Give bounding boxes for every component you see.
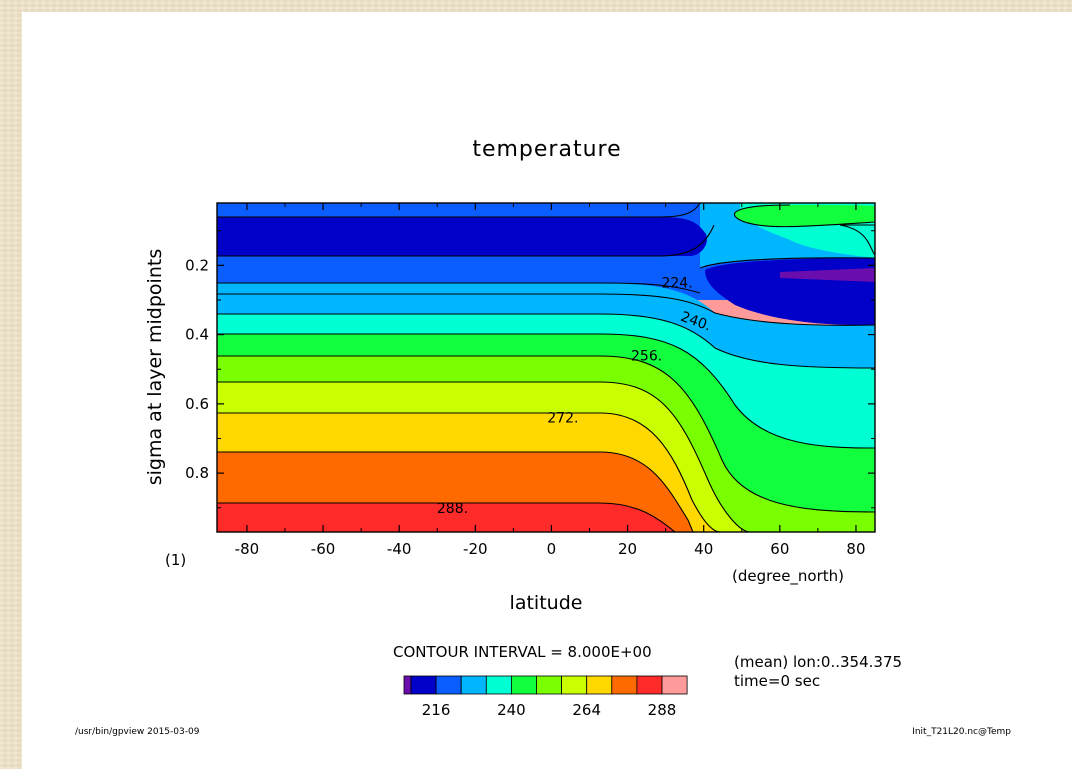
x-tick-label: 20 xyxy=(618,540,637,558)
colorbar-swatch xyxy=(460,675,487,695)
colorbar-swatch xyxy=(661,675,688,695)
colorbar-ticks: 216 240 264 288 xyxy=(422,701,677,719)
plot-frame xyxy=(216,202,876,533)
time-text: time=0 sec xyxy=(734,672,820,690)
y-tick-label: 0.4 xyxy=(185,326,209,344)
contour-band xyxy=(780,268,875,282)
colorbar-tick-label: 216 xyxy=(422,701,451,719)
x-tick-label: -60 xyxy=(311,540,336,558)
contour-band xyxy=(217,217,707,256)
contour-band xyxy=(217,356,875,532)
contour-label: 288. xyxy=(437,501,468,517)
colorbar-swatch xyxy=(435,675,462,695)
program-text: /usr/bin/gpview 2015-03-09 xyxy=(75,727,200,737)
contour-band xyxy=(217,452,693,532)
x-tick-label: 60 xyxy=(770,540,789,558)
contour-band xyxy=(734,205,875,227)
x-tick-label: 80 xyxy=(846,540,865,558)
contour-line xyxy=(217,355,875,513)
contour-label: 224. xyxy=(661,276,692,292)
contour-label: 256. xyxy=(631,348,662,364)
colorbar-swatch xyxy=(403,675,412,695)
contour-line xyxy=(217,502,676,532)
contour-plot-area xyxy=(217,203,875,532)
contour-band xyxy=(217,382,750,532)
contour-band xyxy=(217,334,875,512)
y-tick-label: 0.8 xyxy=(185,464,209,482)
colorbar-tick-label: 288 xyxy=(648,701,677,719)
colorbar-swatch xyxy=(536,675,563,695)
colorbar-swatch xyxy=(485,675,512,695)
mean-text: (mean) lon:0..354.375 xyxy=(734,653,902,671)
x-tick-label: -20 xyxy=(463,540,488,558)
frame-number: (1) xyxy=(165,551,186,569)
contour-line xyxy=(217,203,701,218)
colorbar-swatch xyxy=(636,675,663,695)
x-axis-label: latitude xyxy=(510,592,583,614)
contour-line xyxy=(217,412,721,532)
y-tick-label: 0.6 xyxy=(185,395,209,413)
contour-bands xyxy=(217,203,875,532)
colorbar-swatch xyxy=(410,675,437,695)
contour-interval-text: CONTOUR INTERVAL = 8.000E+00 xyxy=(393,643,652,661)
contour-line xyxy=(217,451,694,532)
chart-title: temperature xyxy=(472,137,621,162)
x-axis-unit: (degree_north) xyxy=(732,567,844,586)
y-axis-label: sigma at layer midpoints xyxy=(144,249,166,485)
colorbar-swatch xyxy=(611,675,638,695)
contour-band xyxy=(217,314,875,448)
contour-band xyxy=(217,283,875,368)
contour-line xyxy=(217,224,715,257)
contour-line xyxy=(217,381,751,532)
file-text: Init_T21L20.nc@Temp xyxy=(912,727,1011,737)
colorbar-swatch xyxy=(561,675,588,695)
contour-band xyxy=(217,413,720,532)
contour-line xyxy=(217,333,875,449)
contour-line xyxy=(699,257,875,269)
x-axis-ticks: -80 -60 -40 -20 0 20 40 60 80 xyxy=(235,203,866,558)
colorbar-tick-label: 240 xyxy=(497,701,526,719)
y-tick-label: 0.2 xyxy=(185,256,209,274)
x-tick-label: 40 xyxy=(694,540,713,558)
contour-line xyxy=(217,313,875,369)
colorbar xyxy=(403,675,688,695)
contour-lines xyxy=(217,203,875,532)
contour-label: 272. xyxy=(547,411,578,427)
x-tick-label: -80 xyxy=(235,540,260,558)
x-tick-label: -40 xyxy=(387,540,412,558)
y-axis-ticks: 0.2 0.4 0.6 0.8 xyxy=(185,230,875,509)
colorbar-swatch xyxy=(586,675,613,695)
contour-line xyxy=(839,224,875,256)
contour-band xyxy=(217,503,675,532)
colorbar-tick-label: 264 xyxy=(572,701,601,719)
contour-line xyxy=(734,204,875,228)
colorbar-swatch xyxy=(510,675,537,695)
contour-line xyxy=(217,293,875,326)
x-tick-label: 0 xyxy=(547,540,557,558)
contour-line xyxy=(217,282,701,294)
